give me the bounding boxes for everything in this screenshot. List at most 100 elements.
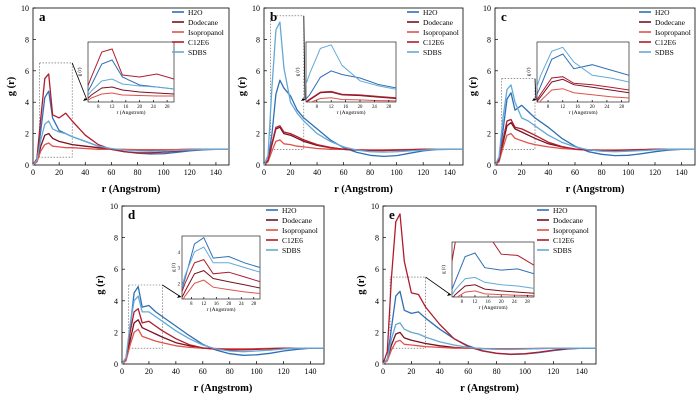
x-tick-label: 80	[226, 367, 234, 376]
y-tick-label: 2	[25, 130, 29, 139]
inset-x-tick-label: 20	[226, 302, 231, 307]
inset-x-tick-label: 24	[372, 105, 377, 110]
x-tick-label: 40	[172, 367, 180, 376]
panel-label: b	[270, 9, 277, 24]
inset-series-line-sdbs	[182, 246, 260, 289]
x-tick-label: 20	[407, 367, 415, 376]
inset-series-line-h2o	[88, 59, 174, 93]
y-tick-label: 6	[25, 67, 29, 76]
y-tick-label: 0	[114, 360, 118, 369]
y-tick-label: 4	[375, 297, 379, 306]
x-tick-label: 100	[519, 367, 531, 376]
inset-x-label: r (Angstrom)	[207, 306, 236, 313]
inset-series-line-sdbs	[306, 44, 396, 90]
x-tick-label: 120	[649, 168, 661, 177]
inset-series-line-c12e6	[537, 76, 629, 101]
x-tick-label: 0	[262, 168, 266, 177]
y-tick-label: 2	[375, 328, 379, 337]
plot-frame	[382, 205, 597, 365]
inset-x-tick-label: 20	[137, 105, 142, 110]
inset-x-tick-label: 12	[201, 302, 206, 307]
inset-y-label: g (r)	[172, 263, 177, 272]
y-axis-label: g (r)	[356, 275, 367, 295]
x-tick-label: 140	[576, 367, 588, 376]
x-tick-label: 120	[184, 168, 196, 177]
inset-series-line-dodecane	[306, 91, 396, 102]
inset-frame	[536, 41, 630, 103]
plot-frame	[494, 7, 696, 166]
legend-entry: C12E6	[188, 38, 209, 47]
inset-y-label: g (r)	[296, 67, 301, 76]
inset-x-tick-label: 24	[512, 300, 517, 305]
x-tick-label: 60	[107, 168, 115, 177]
zoom-region-box	[501, 78, 536, 150]
inset-series-line-h2o	[537, 53, 629, 96]
x-tick-label: 0	[120, 367, 124, 376]
y-tick-label: 6	[256, 67, 260, 76]
y-tick-label: 6	[487, 67, 491, 76]
inset-series-line-dodecane	[452, 284, 534, 297]
inset-x-label: r (Angstrom)	[479, 304, 508, 311]
x-tick-label: 120	[417, 168, 429, 177]
series-line-sdbs	[382, 322, 596, 365]
y-tick-label: 10	[483, 4, 491, 13]
inset-x-tick-label: 28	[165, 105, 170, 110]
x-tick-label: 40	[436, 367, 444, 376]
x-tick-label: 100	[158, 168, 170, 177]
series-line-sdbs	[32, 120, 229, 166]
x-tick-label: 140	[676, 168, 688, 177]
legend-entry: Dodecane	[553, 216, 584, 225]
inset-pointer-arrow	[162, 284, 182, 298]
series-line-h2o	[263, 79, 463, 166]
legend-entry: H2O	[553, 206, 568, 215]
series-line-c12e6	[263, 125, 463, 166]
inset-y-label: g (r)	[527, 67, 532, 76]
legend-entry: Isopropanol	[553, 226, 589, 235]
y-axis-label: g (r)	[237, 76, 248, 96]
inset-y-tick-label: 4	[178, 251, 181, 256]
inset: 8 12 16 20 24 28 2 3 4 r (Angstrom) g (r)	[172, 235, 261, 313]
series-line-sdbs	[263, 21, 463, 166]
y-tick-label: 2	[256, 130, 260, 139]
inset-x-tick-label: 20	[590, 105, 595, 110]
x-tick-label: 20	[145, 367, 153, 376]
legend-entry: C12E6	[655, 38, 676, 47]
inset-series-line-isopropanol	[88, 92, 174, 101]
legend-entry: Dodecane	[282, 216, 313, 225]
x-tick-label: 0	[31, 168, 35, 177]
series-line-h2o	[494, 92, 695, 166]
inset-x-label: r (Angstrom)	[117, 109, 146, 116]
inset-x-label: r (Angstrom)	[569, 109, 598, 116]
x-tick-label: 20	[287, 168, 295, 177]
inset: 8 12 16 20 24 28 r (Angstrom) g (r)	[527, 41, 630, 116]
inset-x-tick-label: 8	[97, 105, 100, 110]
inset: 8 12 16 20 24 28 r (Angstrom) g (r)	[442, 241, 535, 311]
inset-frame	[451, 241, 535, 298]
x-tick-label: 100	[391, 168, 403, 177]
series-line-c12e6	[382, 213, 596, 365]
y-tick-label: 2	[114, 328, 118, 337]
plot-frame	[263, 7, 464, 166]
legend-entry: C12E6	[282, 236, 303, 245]
legend-entry: C12E6	[423, 38, 444, 47]
y-tick-label: 0	[256, 161, 260, 170]
x-tick-label: 60	[464, 367, 472, 376]
inset-x-tick-label: 8	[190, 302, 193, 307]
inset-x-tick-label: 28	[251, 302, 256, 307]
arrow-head	[83, 98, 87, 101]
legend-entry: H2O	[423, 8, 438, 17]
y-tick-label: 4	[256, 98, 260, 107]
zoom-region-box	[39, 62, 73, 158]
zoom-region-box	[270, 15, 305, 150]
y-tick-label: 4	[487, 98, 491, 107]
panel-label: d	[128, 207, 136, 222]
x-tick-label: 140	[444, 168, 456, 177]
x-tick-label: 80	[493, 367, 501, 376]
y-axis-label: g (r)	[6, 76, 17, 96]
inset-series-line-sdbs	[88, 78, 174, 97]
